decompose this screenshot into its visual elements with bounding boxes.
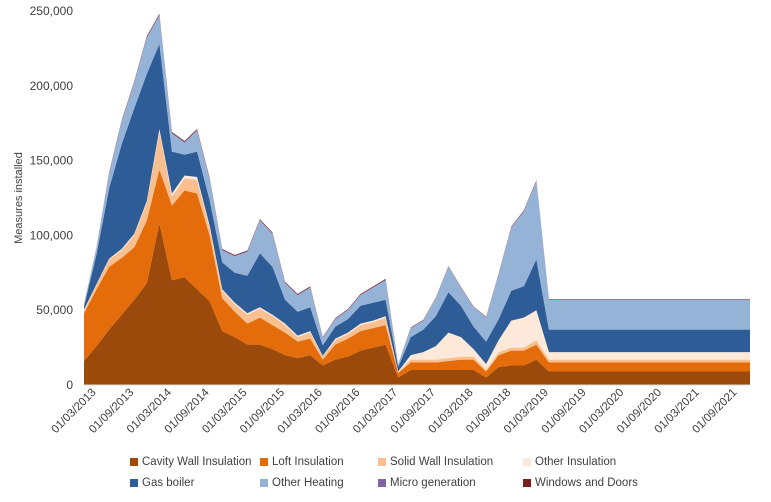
legend-item-windows-and-doors: Windows and Doors bbox=[523, 477, 650, 489]
y-axis-label: Measures installed bbox=[13, 152, 25, 244]
legend-item-gas-boiler: Gas boiler bbox=[130, 477, 260, 489]
legend-item-other-insulation: Other Insulation bbox=[523, 456, 650, 468]
legend-label: Loft Insulation bbox=[272, 456, 344, 468]
legend-swatch bbox=[130, 458, 138, 466]
area-cavity-wall-insulation bbox=[84, 223, 750, 385]
legend-swatch bbox=[378, 458, 386, 466]
legend-item-cavity-wall-insulation: Cavity Wall Insulation bbox=[130, 456, 260, 468]
legend-swatch bbox=[260, 458, 268, 466]
legend-swatch bbox=[130, 479, 138, 487]
y-tick-label: 0 bbox=[66, 378, 73, 392]
legend-label: Gas boiler bbox=[142, 477, 195, 489]
legend-item-loft-insulation: Loft Insulation bbox=[260, 456, 378, 468]
legend-label: Other Insulation bbox=[535, 456, 617, 468]
y-tick-label: 250,000 bbox=[30, 4, 74, 18]
legend-label: Micro generation bbox=[390, 477, 476, 489]
area-other-heating bbox=[84, 15, 750, 368]
series-areas bbox=[84, 13, 750, 385]
area-gas-boiler bbox=[84, 43, 750, 372]
legend-item-solid-wall-insulation: Solid Wall Insulation bbox=[378, 456, 523, 468]
legend-label: Windows and Doors bbox=[535, 477, 638, 489]
legend-swatch bbox=[260, 479, 268, 487]
legend-item-micro-generation: Micro generation bbox=[378, 477, 523, 489]
y-tick-label: 50,000 bbox=[36, 303, 73, 317]
legend-label: Solid Wall Insulation bbox=[390, 456, 494, 468]
legend-label: Other Heating bbox=[272, 477, 344, 489]
y-tick-label: 100,000 bbox=[30, 228, 74, 242]
y-tick-label: 200,000 bbox=[30, 79, 74, 93]
legend-swatch bbox=[378, 479, 386, 487]
y-tick-label: 150,000 bbox=[30, 154, 74, 168]
legend-label: Cavity Wall Insulation bbox=[142, 456, 252, 468]
legend-item-other-heating: Other Heating bbox=[260, 477, 378, 489]
area-loft-insulation bbox=[84, 169, 750, 378]
y-axis-tick-labels: 0 50,000 100,000 150,000 200,000 250,000 bbox=[30, 4, 74, 392]
x-axis-tick-labels: 01/03/201301/09/201301/03/201401/09/2014… bbox=[49, 386, 739, 436]
chart-legend: Cavity Wall Insulation Loft Insulation Sol… bbox=[130, 456, 650, 489]
legend-swatch bbox=[523, 479, 531, 487]
legend-swatch bbox=[523, 458, 531, 466]
